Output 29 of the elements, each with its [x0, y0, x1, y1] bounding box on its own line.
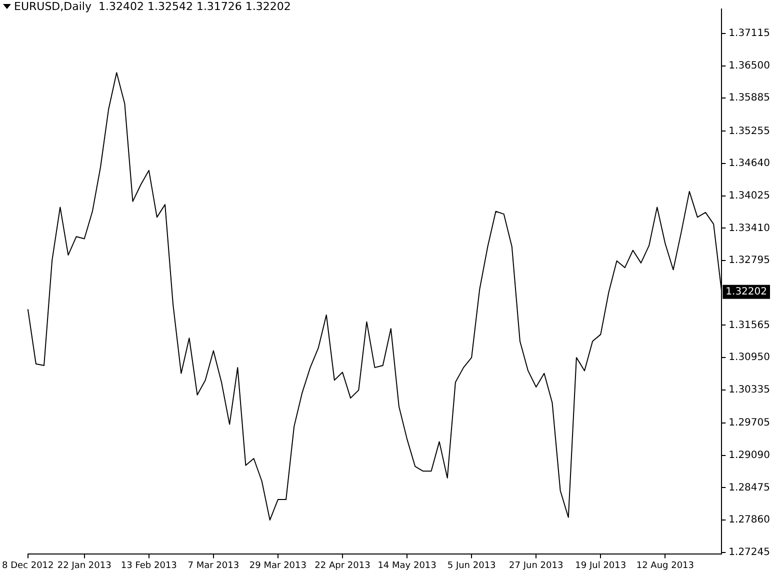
y-tick-label: 1.29090 [728, 450, 770, 461]
x-tick-label: 14 May 2013 [378, 560, 436, 571]
y-tick-label: 1.34025 [728, 190, 770, 202]
x-tick-label: 27 Jun 2013 [509, 560, 564, 571]
x-tick-label: 22 Apr 2013 [314, 560, 370, 571]
y-tick-label: 1.35255 [728, 126, 770, 137]
y-tick-label: 1.27245 [728, 546, 770, 558]
x-tick-label: 29 Mar 2013 [249, 560, 306, 571]
x-tick-label: 5 Jun 2013 [447, 560, 496, 571]
x-tick-label: 22 Jan 2013 [57, 560, 112, 571]
x-tick-label: 19 Jul 2013 [575, 560, 626, 571]
y-tick-label: 1.27860 [728, 514, 770, 526]
y-tick-label: 1.29705 [728, 418, 770, 429]
x-tick-label: 8 Dec 2012 [2, 560, 54, 571]
y-tick-label: 1.35885 [728, 92, 770, 104]
x-tick-label: 7 Mar 2013 [188, 560, 240, 571]
y-tick-label: 1.31565 [728, 320, 770, 331]
y-tick-label: 1.33410 [728, 222, 770, 234]
text: 1.32202 [726, 286, 768, 298]
x-tick-label: 13 Feb 2013 [120, 560, 177, 571]
x-tick-label: 12 Aug 2013 [636, 560, 694, 571]
y-tick-label: 1.36500 [728, 60, 770, 72]
y-tick-label: 1.37115 [728, 28, 770, 40]
y-tick-label: 1.28475 [728, 482, 770, 494]
y-tick-label: 1.30950 [728, 352, 770, 364]
y-tick-label: 1.32795 [728, 255, 770, 266]
y-tick-label: 1.34640 [728, 158, 770, 170]
chart-title: EURUSD,Daily 1.32402 1.32542 1.31726 1.32202 [14, 0, 291, 13]
y-tick-label: 1.30335 [728, 384, 770, 396]
